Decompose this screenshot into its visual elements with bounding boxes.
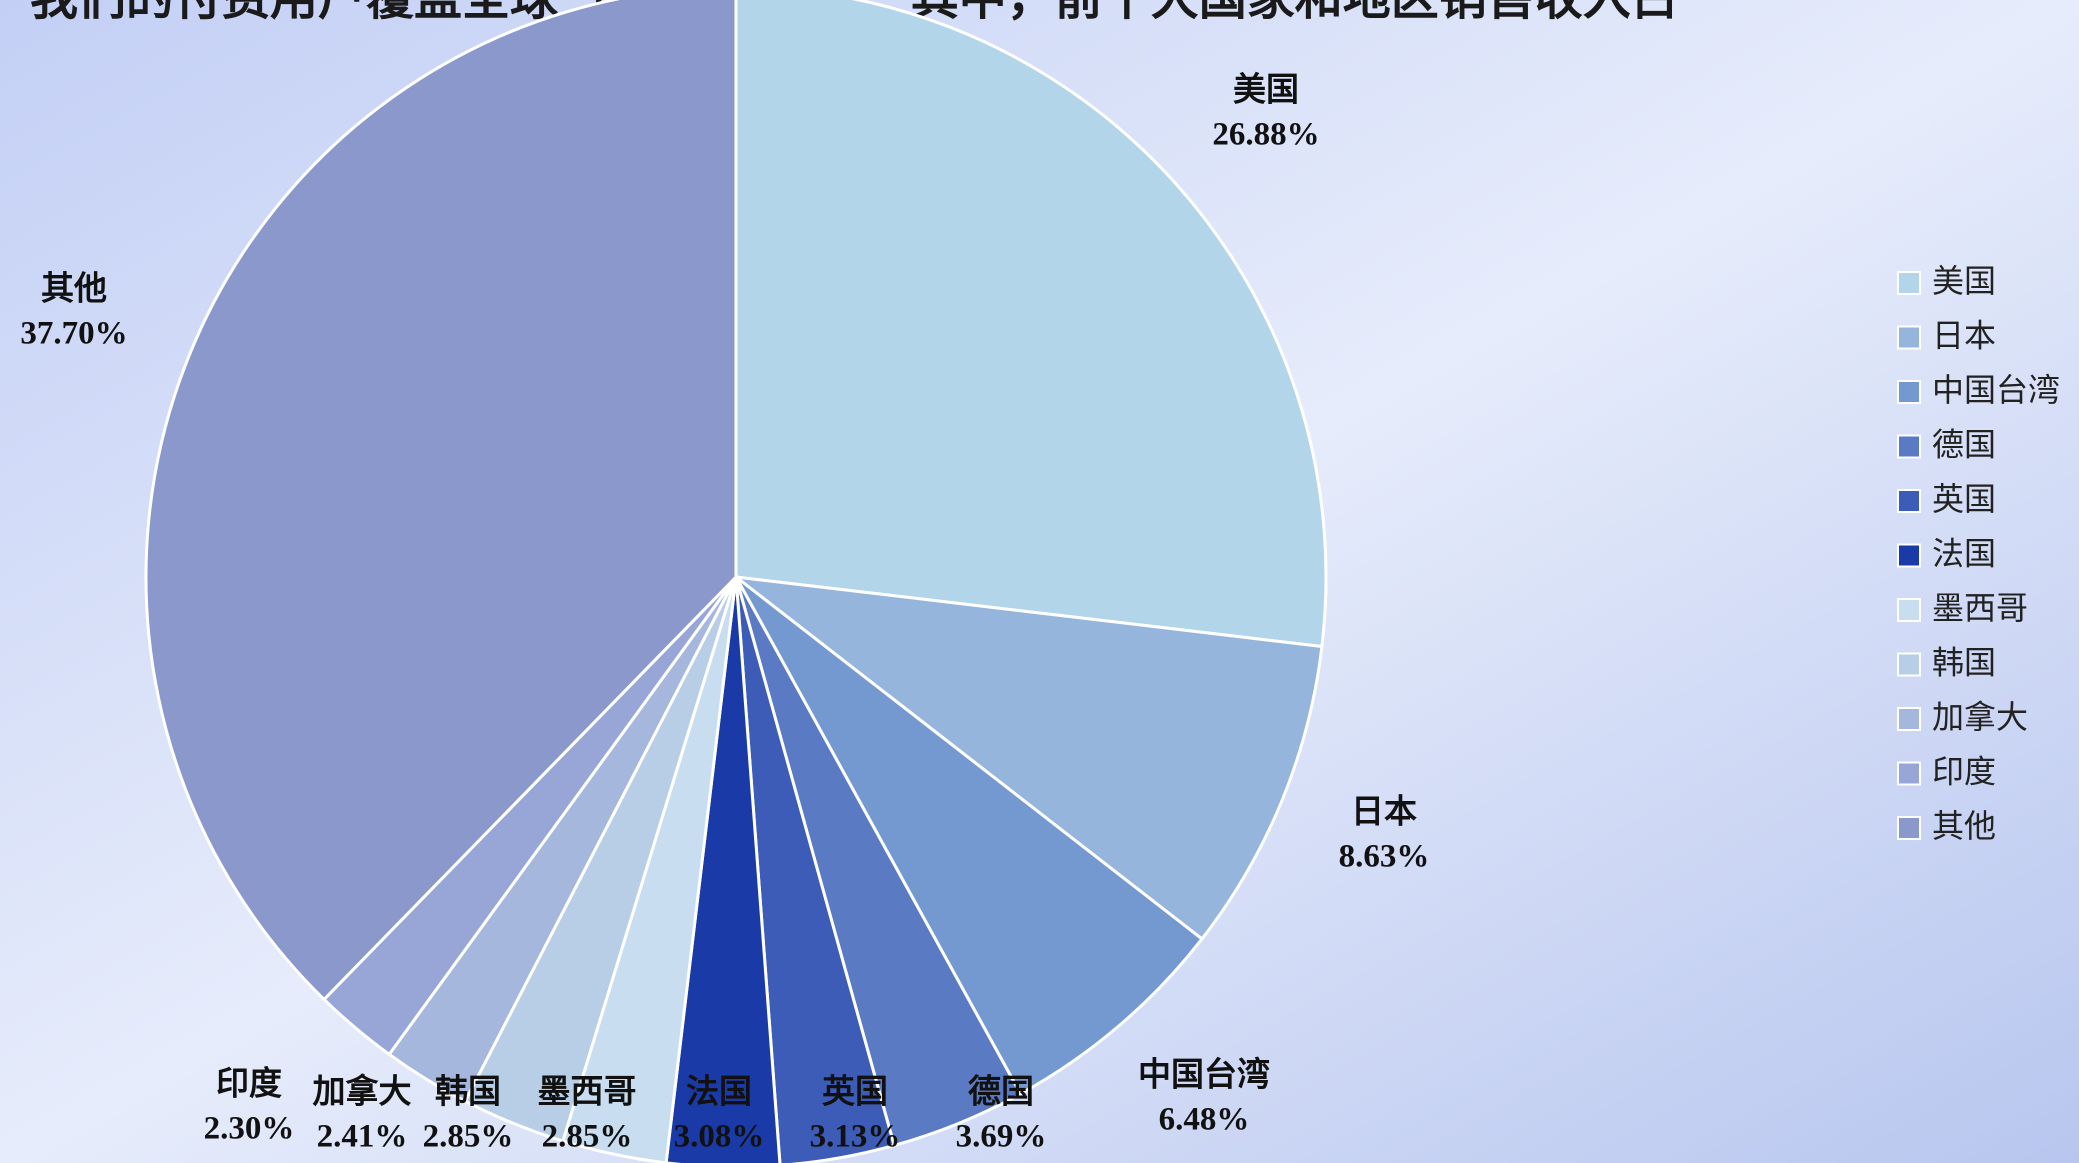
slice-name: 英国 [822, 1074, 888, 1111]
legend-label: 美国 [1932, 262, 1996, 300]
slice-name: 中国台湾 [1138, 1056, 1270, 1094]
legend-swatch [1898, 545, 1920, 567]
legend-label: 日本 [1932, 317, 1996, 355]
legend-label: 墨西哥 [1932, 589, 2028, 627]
slice-name: 印度 [216, 1066, 282, 1103]
legend-swatch [1898, 436, 1920, 458]
slice-name: 法国 [686, 1074, 752, 1111]
slice-name: 德国 [968, 1074, 1034, 1111]
slice-value: 2.30% [204, 1111, 295, 1147]
legend-swatch [1898, 763, 1920, 785]
slice-value: 2.41% [317, 1119, 408, 1155]
pie [146, 0, 1326, 1163]
legend-swatch [1898, 708, 1920, 730]
slice-name: 其他 [41, 271, 107, 308]
slice-value: 37.70% [20, 316, 127, 352]
slice-name: 墨西哥 [538, 1075, 637, 1111]
legend-label: 加拿大 [1932, 698, 2028, 736]
slice-name: 加拿大 [313, 1073, 412, 1111]
slice-value: 3.69% [956, 1119, 1047, 1155]
slice-value: 8.63% [1339, 839, 1430, 875]
slice-name: 日本 [1351, 794, 1417, 831]
slice-value: 3.08% [674, 1119, 765, 1155]
legend-label: 英国 [1932, 480, 1996, 518]
legend-label: 法国 [1932, 535, 1996, 573]
legend-label: 其他 [1932, 807, 1996, 845]
slice-value: 2.85% [423, 1119, 514, 1155]
slice-value: 2.85% [542, 1119, 633, 1155]
slice-name: 韩国 [435, 1074, 501, 1111]
legend-swatch [1898, 654, 1920, 676]
slice-value: 26.88% [1212, 117, 1319, 153]
chart: 我们的付费用户覆盖全球 个国家和地区，其中，前十大国家和地区销售收入占 美国26… [0, 0, 2079, 1163]
legend-label: 印度 [1932, 753, 1996, 791]
legend-swatch [1898, 490, 1920, 512]
slice-value: 3.13% [810, 1119, 901, 1155]
legend-swatch [1898, 272, 1920, 294]
legend-swatch [1898, 381, 1920, 403]
slice-value: 6.48% [1159, 1102, 1250, 1138]
legend-swatch [1898, 327, 1920, 349]
slice-name: 美国 [1233, 72, 1299, 109]
legend-label: 韩国 [1932, 644, 1996, 682]
legend-label: 中国台湾 [1932, 371, 2060, 409]
legend-swatch [1898, 599, 1920, 621]
legend-swatch [1898, 817, 1920, 839]
legend-label: 德国 [1932, 426, 1996, 464]
